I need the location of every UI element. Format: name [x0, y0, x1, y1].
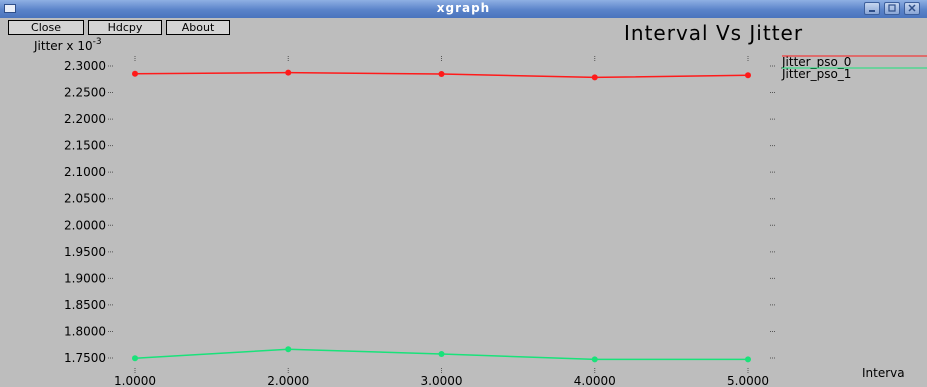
y-axis-label: Jitter x 10-3 [33, 37, 102, 53]
data-point-Jitter_pso_1 [132, 355, 138, 362]
window-title: xgraph [436, 1, 491, 15]
y-tick-label: 1.7500 [64, 351, 106, 365]
x-tick-label: 1.0000 [114, 374, 156, 387]
legend-label: Jitter_pso_0 [781, 55, 851, 69]
data-point-Jitter_pso_1 [745, 356, 751, 363]
y-axis-label-text: Jitter x 10 [33, 39, 93, 53]
y-tick-label: 1.9000 [64, 271, 106, 285]
data-point-Jitter_pso_1 [438, 351, 445, 358]
about-button[interactable]: About [166, 20, 230, 35]
y-tick-label: 2.0000 [64, 218, 106, 232]
data-point-Jitter_pso_1 [591, 356, 598, 363]
x-tick-label: 5.0000 [727, 374, 769, 387]
y-tick-label: 2.2000 [64, 112, 106, 126]
window-title-bar: xgraph [0, 0, 927, 18]
x-tick-label: 2.0000 [267, 374, 309, 387]
x-axis-label: Interva [862, 366, 905, 380]
close-window-button[interactable] [904, 2, 920, 15]
y-tick-label: 2.1500 [64, 139, 106, 153]
minimize-icon [869, 10, 875, 12]
legend-label: Jitter_pso_1 [781, 67, 851, 81]
close-icon [908, 4, 916, 12]
y-tick-label: 2.1000 [64, 165, 106, 179]
y-tick-label: 1.8500 [64, 298, 106, 312]
y-tick-label: 2.2500 [64, 86, 106, 100]
close-button[interactable]: Close [8, 20, 84, 35]
data-point-Jitter_pso_0 [591, 74, 598, 81]
window-menu-icon[interactable] [4, 4, 16, 13]
hardcopy-button[interactable]: Hdcpy [88, 20, 162, 35]
maximize-button[interactable] [884, 2, 900, 15]
y-axis-label-exponent: -3 [93, 37, 102, 47]
minimize-button[interactable] [864, 2, 880, 15]
data-point-Jitter_pso_0 [285, 69, 292, 76]
y-tick-label: 2.3000 [64, 59, 106, 73]
y-tick-label: 1.8000 [64, 324, 106, 338]
chart-title: Interval Vs Jitter [624, 21, 804, 45]
data-point-Jitter_pso_1 [285, 346, 292, 353]
data-point-Jitter_pso_0 [745, 72, 751, 79]
data-point-Jitter_pso_0 [132, 70, 138, 77]
x-tick-label: 4.0000 [574, 374, 616, 387]
y-tick-label: 1.9500 [64, 245, 106, 259]
y-tick-label: 2.0500 [64, 192, 106, 206]
maximize-icon [888, 4, 896, 12]
data-point-Jitter_pso_0 [438, 70, 445, 77]
x-tick-label: 3.0000 [421, 374, 463, 387]
